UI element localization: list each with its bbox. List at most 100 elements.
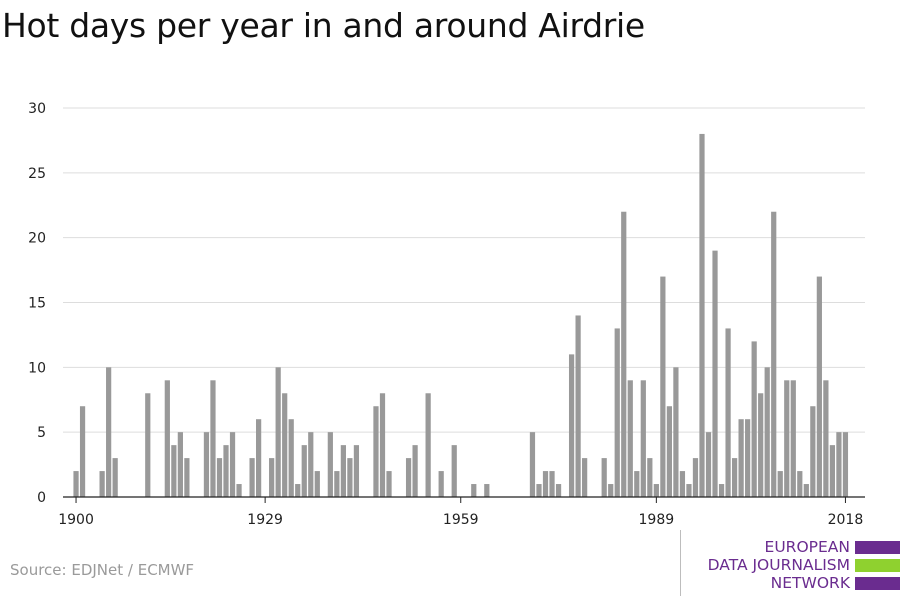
bar: [784, 380, 790, 497]
bar: [777, 471, 783, 497]
bar: [471, 484, 477, 497]
bar: [536, 484, 542, 497]
bar: [647, 458, 653, 497]
bar: [836, 432, 842, 497]
bar: [203, 432, 210, 497]
bar: [614, 328, 620, 497]
bar: [210, 380, 216, 497]
bar: [171, 445, 177, 497]
bar: [627, 380, 633, 497]
bar: [236, 484, 242, 497]
x-tick-label: 2018: [828, 512, 864, 528]
chart-title: Hot days per year in and around Airdrie: [2, 6, 645, 45]
bar: [314, 471, 320, 497]
bar: [692, 458, 699, 497]
bar: [145, 393, 151, 497]
bar: [106, 367, 112, 497]
bar: [764, 367, 770, 497]
logo-bar-3: [855, 577, 900, 590]
x-tick-label: 1959: [443, 512, 479, 528]
bar: [301, 445, 307, 497]
bar: [256, 419, 262, 497]
bar: [725, 328, 731, 497]
bar: [542, 471, 549, 497]
bar: [373, 406, 379, 497]
bars: [73, 133, 849, 498]
bar: [405, 458, 412, 497]
bar: [308, 432, 314, 497]
bar: [164, 380, 170, 497]
bar: [797, 471, 803, 497]
bar: [823, 380, 829, 497]
bar: [738, 419, 744, 497]
bar: [451, 445, 457, 497]
bar: [549, 471, 555, 497]
logo-line-1: EUROPEAN: [764, 538, 850, 556]
bar: [718, 484, 725, 497]
bar: [184, 458, 190, 497]
bar: [73, 471, 79, 497]
logo-divider: [680, 530, 681, 596]
bar: [353, 445, 360, 497]
bar: [712, 250, 718, 497]
bar: [386, 471, 392, 497]
logo-bar-2: [855, 559, 900, 572]
bar: [269, 458, 275, 497]
x-tick-label: 1900: [58, 512, 94, 528]
bar: [295, 484, 301, 497]
y-tick-label: 30: [28, 101, 46, 117]
bar: [816, 276, 822, 497]
bar: [790, 380, 796, 497]
bar: [686, 484, 692, 497]
bar: [438, 471, 444, 497]
bar: [608, 484, 614, 497]
logo-line-3: NETWORK: [770, 574, 850, 592]
bar: [112, 458, 118, 497]
bar: [666, 406, 672, 497]
bar: [340, 445, 346, 497]
logo-bar-1: [855, 541, 900, 554]
bar: [529, 432, 536, 497]
bar: [575, 315, 581, 497]
bar: [842, 432, 849, 497]
y-tick-label: 25: [28, 166, 46, 182]
bar: [412, 445, 418, 497]
axes: 0 5 10 15 20 25 30 1900 1929 1959 1989 2018: [28, 101, 865, 528]
bar: [810, 406, 816, 497]
bar: [99, 471, 105, 497]
bar: [327, 432, 333, 497]
y-tick-label: 10: [28, 360, 46, 376]
bar: [634, 471, 640, 497]
bar: [582, 458, 588, 497]
bar: [601, 458, 607, 497]
bar: [288, 419, 294, 497]
bar: [673, 367, 679, 497]
bar: [79, 406, 86, 497]
bar: [745, 419, 751, 497]
gridlines: [63, 107, 865, 433]
bar: [653, 484, 659, 497]
bar: [660, 276, 666, 497]
bar: [223, 445, 229, 497]
bar: [484, 484, 490, 497]
bar: [705, 432, 712, 497]
bar: [379, 393, 386, 497]
bar: [555, 484, 562, 497]
bar: [347, 458, 353, 497]
y-tick-label: 15: [28, 296, 46, 312]
bar: [425, 393, 431, 497]
logo-line-2: DATA JOURNALISM: [707, 556, 850, 574]
bar: [249, 458, 255, 497]
bar: [275, 367, 281, 497]
y-tick-label: 0: [37, 490, 46, 506]
bar: [731, 458, 738, 497]
bar: [758, 393, 764, 497]
bar: [640, 380, 646, 497]
bar: [829, 445, 836, 497]
bar: [679, 471, 686, 497]
bar: [282, 393, 288, 497]
bar: [216, 458, 223, 497]
bar: [568, 354, 575, 497]
x-tick-label: 1929: [247, 512, 283, 528]
